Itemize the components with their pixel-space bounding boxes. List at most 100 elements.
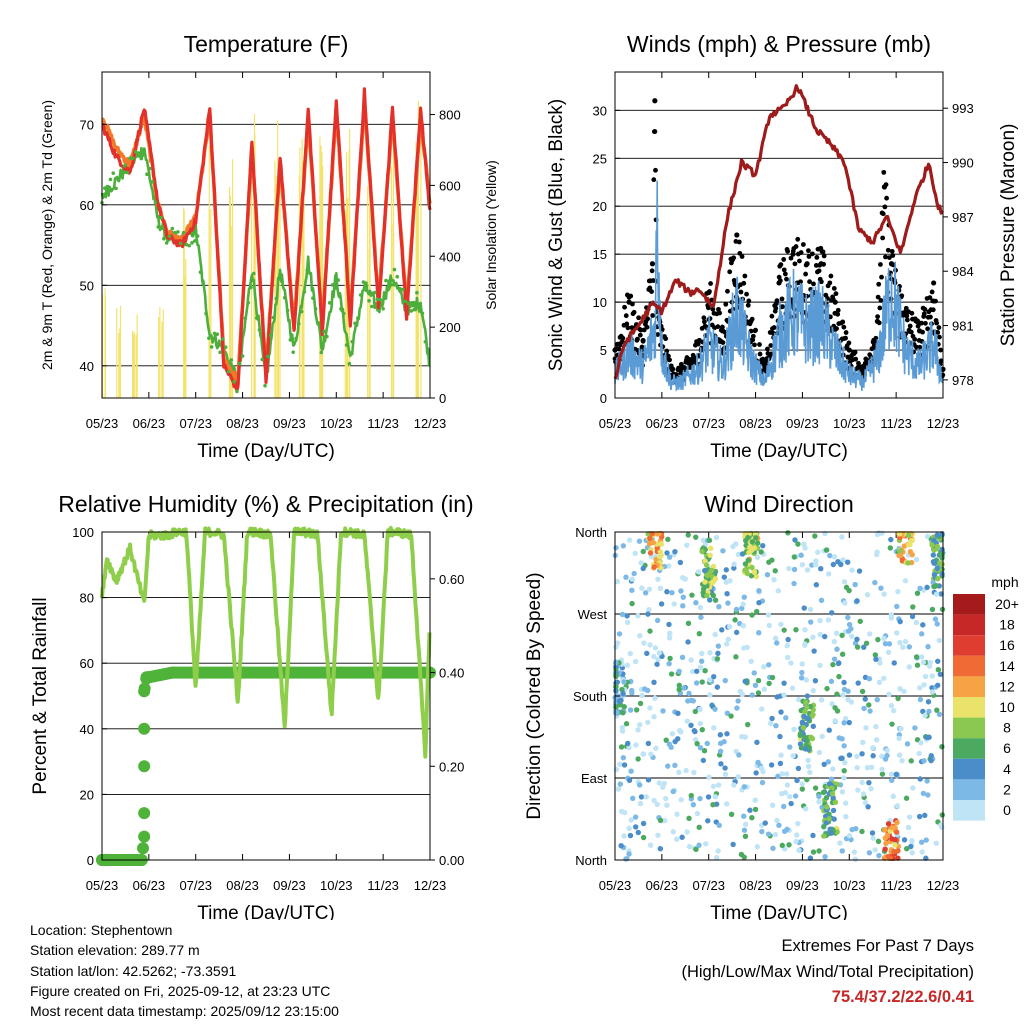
direction-dot xyxy=(765,831,772,837)
y-tick-label: 40 xyxy=(80,722,94,737)
direction-dot xyxy=(685,620,692,627)
direction-dot xyxy=(684,542,690,548)
dewpoint-dot xyxy=(178,241,183,246)
gust-dot xyxy=(629,325,635,331)
colorbar-swatch xyxy=(953,594,985,615)
dewpoint-dot xyxy=(375,297,380,302)
direction-dot xyxy=(692,708,699,715)
dewpoint-dot xyxy=(412,308,416,312)
dewpoint-dot xyxy=(361,280,366,284)
direction-dot xyxy=(728,811,735,818)
direction-cluster-dot xyxy=(802,746,809,752)
direction-cluster-dot xyxy=(753,535,759,541)
direction-dot xyxy=(817,631,823,638)
colorbar-swatch xyxy=(953,717,985,739)
x-tick-label: 08/23 xyxy=(739,416,772,431)
gust-dot xyxy=(667,357,672,363)
direction-dot xyxy=(789,685,796,691)
gust-dot xyxy=(742,273,748,279)
y-tick-label: 25 xyxy=(593,151,607,166)
direction-dot xyxy=(740,601,746,607)
direction-dot xyxy=(779,790,785,797)
direction-dot xyxy=(741,813,747,819)
direction-dot xyxy=(662,817,668,824)
direction-dot xyxy=(680,603,686,609)
gust-dot xyxy=(785,248,791,254)
dewpoint-dot xyxy=(367,298,371,303)
direction-dot xyxy=(651,679,657,685)
direction-dot xyxy=(895,695,901,702)
direction-dot xyxy=(624,613,630,619)
gust-dot xyxy=(929,289,935,295)
dewpoint-dot xyxy=(150,180,155,184)
gust-peak-dot xyxy=(931,280,937,286)
direction-dot xyxy=(852,581,858,588)
gust-dot xyxy=(784,276,789,282)
direction-dot xyxy=(818,566,824,572)
direction-dot xyxy=(842,759,848,766)
direction-dot xyxy=(769,674,776,681)
direction-dot xyxy=(640,834,647,841)
direction-dot xyxy=(664,589,670,595)
colorbar-label: 0 xyxy=(1003,802,1011,818)
gust-dot xyxy=(828,273,834,279)
gust-dot xyxy=(725,288,730,294)
dewpoint-dot xyxy=(207,336,211,340)
direction-dot xyxy=(874,549,880,555)
direction-dot xyxy=(832,718,838,724)
direction-dot xyxy=(936,637,943,644)
direction-cluster-dot xyxy=(831,816,837,822)
gust-peak-dot xyxy=(776,280,782,286)
dewpoint-dot xyxy=(319,350,324,355)
direction-dot xyxy=(841,579,848,585)
direction-cluster-dot xyxy=(834,829,840,835)
direction-dot xyxy=(679,654,686,661)
gust-dot xyxy=(781,267,787,273)
gust-dot xyxy=(840,319,846,325)
direction-dot xyxy=(870,835,876,841)
direction-dot xyxy=(753,608,760,615)
direction-dot xyxy=(798,552,804,558)
direction-dot xyxy=(810,634,816,640)
dewpoint-dot xyxy=(111,171,116,175)
gust-dot xyxy=(806,254,812,259)
direction-cluster-dot xyxy=(885,821,892,827)
direction-dot xyxy=(655,832,661,838)
direction-dot xyxy=(697,745,704,751)
direction-dot xyxy=(862,696,868,702)
x-tick-label: 07/23 xyxy=(179,416,212,431)
direction-dot xyxy=(640,548,646,555)
direction-dot xyxy=(676,668,682,675)
direction-dot xyxy=(735,773,742,780)
direction-dot xyxy=(677,559,684,566)
gust-dot xyxy=(622,304,627,310)
dewpoint-dot xyxy=(167,234,172,239)
direction-dot xyxy=(657,845,664,852)
direction-dot xyxy=(670,829,676,835)
direction-dot xyxy=(792,793,799,799)
direction-cluster-dot xyxy=(704,592,710,599)
direction-dot xyxy=(723,567,729,573)
direction-cluster-dot xyxy=(939,571,945,577)
direction-dot xyxy=(906,814,913,820)
gust-dot xyxy=(909,310,915,316)
y-tick-label: North xyxy=(575,853,607,868)
direction-dot xyxy=(788,660,794,666)
direction-dot xyxy=(846,833,853,839)
dewpoint-dot xyxy=(246,300,250,305)
dewpoint-dot xyxy=(392,267,397,272)
dewpoint-dot xyxy=(218,350,222,355)
direction-dot xyxy=(699,726,705,733)
gust-dot xyxy=(811,281,816,287)
gust-dot xyxy=(752,342,757,348)
direction-dot xyxy=(896,752,903,758)
direction-dot xyxy=(754,739,760,746)
gust-dot xyxy=(882,204,888,210)
gust-dot xyxy=(651,177,657,183)
gust-dot xyxy=(753,327,758,333)
gust-dot xyxy=(650,313,656,318)
gust-dot xyxy=(623,313,629,319)
gust-dot xyxy=(925,326,931,332)
gust-dot xyxy=(645,316,651,322)
y-right-axis-label: Station Pressure (Maroon) xyxy=(998,124,1019,347)
